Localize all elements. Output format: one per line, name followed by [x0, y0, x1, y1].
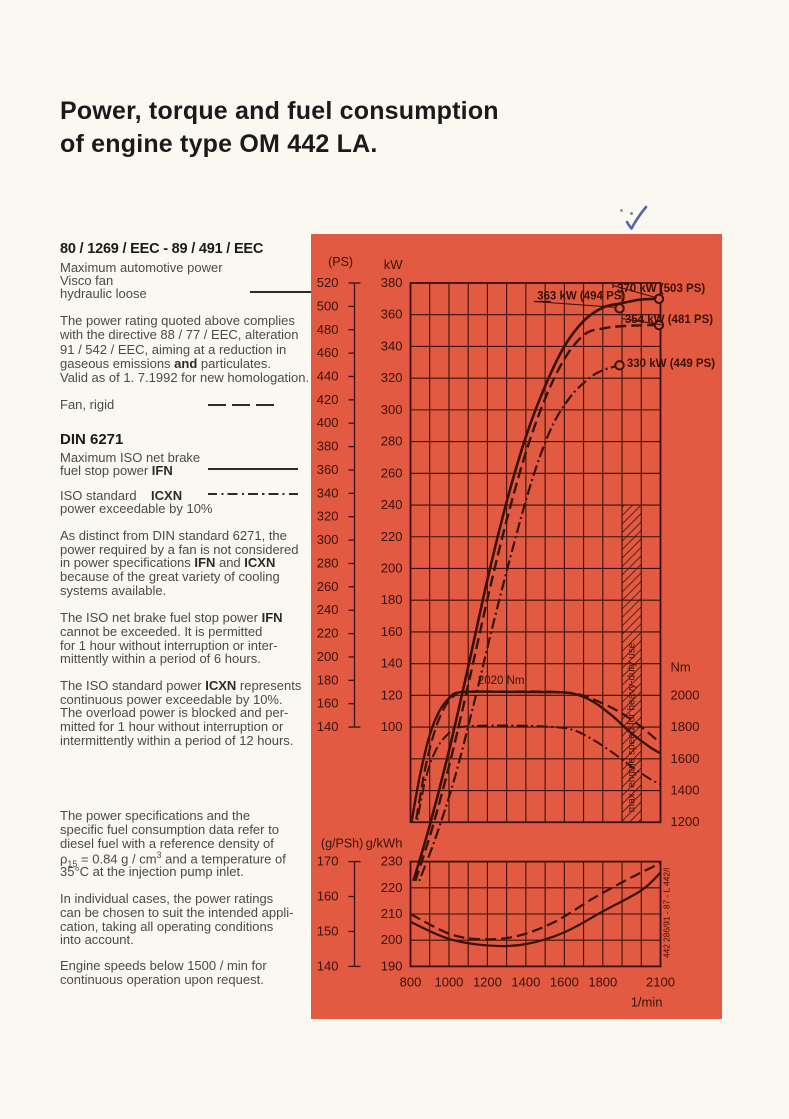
- svg-text:160: 160: [317, 889, 339, 904]
- svg-text:190: 190: [381, 958, 403, 973]
- svg-text:2020 Nm: 2020 Nm: [478, 675, 525, 687]
- svg-text:220: 220: [381, 880, 403, 895]
- svg-text:1600: 1600: [671, 751, 700, 766]
- svg-text:140: 140: [317, 958, 339, 973]
- svg-text:380: 380: [381, 275, 403, 290]
- svg-text:kW: kW: [384, 257, 404, 272]
- svg-text:320: 320: [381, 370, 403, 385]
- svg-text:1200: 1200: [473, 974, 502, 989]
- svg-text:1000: 1000: [434, 974, 463, 989]
- svg-text:220: 220: [381, 529, 403, 544]
- svg-text:160: 160: [317, 696, 339, 711]
- svg-text:180: 180: [317, 672, 339, 687]
- svg-text:260: 260: [317, 579, 339, 594]
- svg-text:330 kW (449 PS): 330 kW (449 PS): [627, 358, 715, 370]
- svg-text:1200: 1200: [671, 814, 700, 829]
- svg-text:1800: 1800: [588, 974, 617, 989]
- svg-text:240: 240: [381, 497, 403, 512]
- svg-text:100: 100: [381, 719, 403, 734]
- svg-text:460: 460: [317, 345, 339, 360]
- svg-text:240: 240: [317, 602, 339, 617]
- svg-text:180: 180: [381, 592, 403, 607]
- svg-text:140: 140: [381, 656, 403, 671]
- svg-text:150: 150: [317, 923, 339, 938]
- svg-text:340: 340: [317, 485, 339, 500]
- svg-text:200: 200: [381, 560, 403, 575]
- svg-text:2100: 2100: [646, 974, 675, 989]
- svg-text:800: 800: [400, 974, 422, 989]
- svg-text:380: 380: [317, 439, 339, 454]
- svg-text:200: 200: [381, 932, 403, 947]
- svg-text:1/min: 1/min: [631, 994, 663, 1009]
- svg-text:300: 300: [381, 402, 403, 417]
- svg-text:g/kWh: g/kWh: [366, 836, 403, 851]
- svg-text:1400: 1400: [671, 783, 700, 798]
- svg-text:(PS): (PS): [328, 255, 353, 269]
- svg-text:1800: 1800: [671, 719, 700, 734]
- svg-text:230: 230: [381, 854, 403, 869]
- svg-text:340: 340: [381, 338, 403, 353]
- svg-text:200: 200: [317, 649, 339, 664]
- svg-text:140: 140: [317, 719, 339, 734]
- svg-text:520: 520: [317, 275, 339, 290]
- svg-text:400: 400: [317, 415, 339, 430]
- svg-text:2000: 2000: [671, 687, 700, 702]
- svg-text:420: 420: [317, 392, 339, 407]
- svg-text:442 286/91 - 87 - L 442/l: 442 286/91 - 87 - L 442/l: [662, 868, 672, 958]
- svg-text:363 kW (494 PS): 363 kW (494 PS): [537, 291, 625, 303]
- svg-text:360: 360: [381, 307, 403, 322]
- svg-text:440: 440: [317, 368, 339, 383]
- svg-text:max. engine speed for heavy-du: max. engine speed for heavy-duty use: [627, 642, 638, 812]
- svg-text:170: 170: [317, 854, 339, 869]
- svg-text:1600: 1600: [550, 974, 579, 989]
- svg-text:360: 360: [317, 462, 339, 477]
- svg-text:320: 320: [317, 509, 339, 524]
- svg-text:370 kW (503 PS): 370 kW (503 PS): [617, 283, 705, 295]
- svg-text:354 kW (481 PS): 354 kW (481 PS): [625, 314, 713, 326]
- svg-text:500: 500: [317, 298, 339, 313]
- svg-text:Nm: Nm: [671, 659, 691, 674]
- svg-text:1400: 1400: [511, 974, 540, 989]
- svg-text:280: 280: [317, 555, 339, 570]
- svg-text:210: 210: [381, 906, 403, 921]
- svg-text:160: 160: [381, 624, 403, 639]
- svg-text:120: 120: [381, 687, 403, 702]
- svg-text:220: 220: [317, 626, 339, 641]
- svg-text:480: 480: [317, 322, 339, 337]
- svg-text:300: 300: [317, 532, 339, 547]
- svg-text:(g/PSh): (g/PSh): [321, 837, 363, 851]
- svg-text:280: 280: [381, 434, 403, 449]
- svg-text:260: 260: [381, 465, 403, 480]
